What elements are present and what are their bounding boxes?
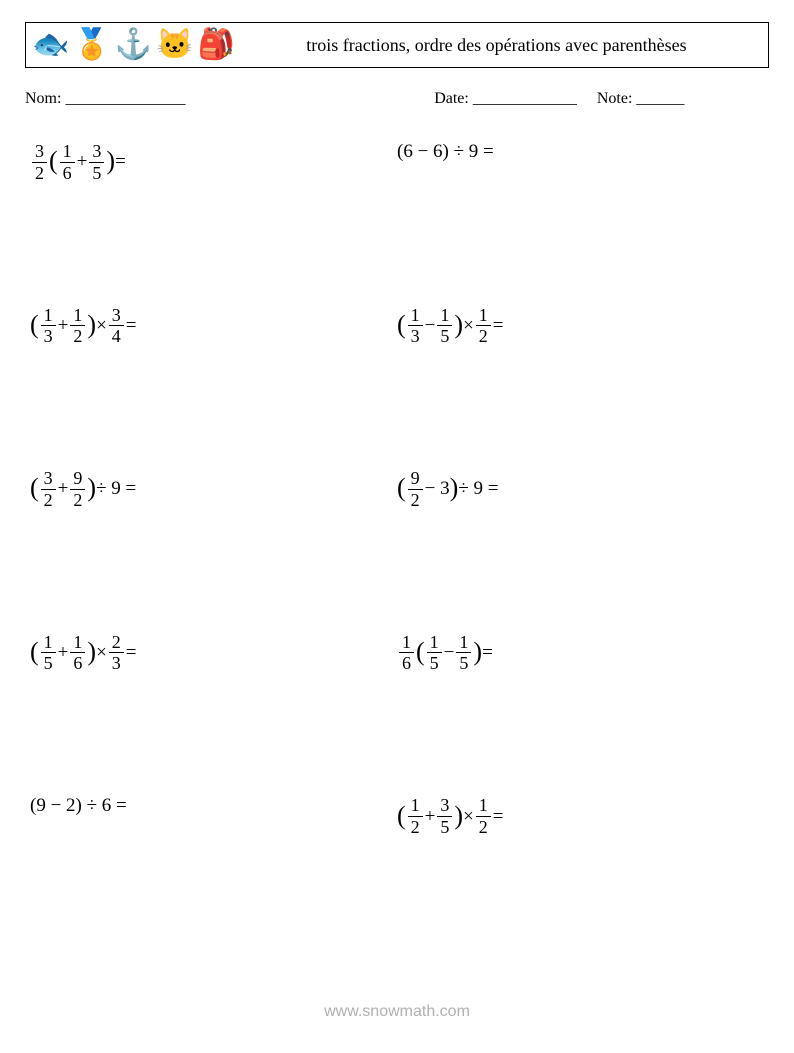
problem-cell: (92 − 3) ÷ 9 = <box>397 462 764 626</box>
problem-cell: (32 + 92) ÷ 9 = <box>30 462 397 626</box>
header-icons: 🐟 🏅 ⚓ 🐱 🎒 <box>26 30 235 60</box>
problem-cell: (15 + 16) × 23 = <box>30 626 397 790</box>
problem-cell: (13 + 12) × 34 = <box>30 299 397 463</box>
problem-cell: 16(15 − 15) = <box>397 626 764 790</box>
problem-10: (12 + 35) × 12 = <box>397 795 504 837</box>
anchor-icon: ⚓ <box>115 30 152 60</box>
problem-cell: (13 − 15) × 12 = <box>397 299 764 463</box>
date-field: Date: _____________ <box>434 90 577 107</box>
header-bar: 🐟 🏅 ⚓ 🐱 🎒 trois fractions, ordre des opé… <box>25 22 769 68</box>
problem-9: (9 − 2) ÷ 6 = <box>30 795 127 817</box>
name-field: Nom: _______________ <box>25 90 434 108</box>
problem-cell: (6 − 6) ÷ 9 = <box>397 135 764 299</box>
problem-cell: (9 − 2) ÷ 6 = <box>30 789 397 953</box>
problem-cell: (12 + 35) × 12 = <box>397 789 764 953</box>
problem-3: (13 + 12) × 34 = <box>30 305 137 347</box>
cat-icon: 🐱 <box>156 30 193 60</box>
problem-4: (13 − 15) × 12 = <box>397 305 504 347</box>
medal-icon: 🏅 <box>73 30 110 60</box>
worksheet-title: trois fractions, ordre des opérations av… <box>235 35 768 56</box>
problem-1: 32(16 + 35) = <box>30 141 126 183</box>
problem-2: (6 − 6) ÷ 9 = <box>397 141 494 163</box>
fish-icon: 🐟 <box>32 30 69 60</box>
problem-cell: 32(16 + 35) = <box>30 135 397 299</box>
note-field: Note: ______ <box>597 90 685 107</box>
problem-6: (92 − 3) ÷ 9 = <box>397 468 498 510</box>
problems-grid: 32(16 + 35) = (6 − 6) ÷ 9 = (13 + 12) × 34… <box>30 135 764 953</box>
footer-url: www.snowmath.com <box>0 1003 794 1021</box>
problem-7: (15 + 16) × 23 = <box>30 632 137 674</box>
problem-8: 16(15 − 15) = <box>397 632 493 674</box>
backpack-icon: 🎒 <box>197 30 234 60</box>
meta-row: Nom: _______________ Date: _____________… <box>25 90 769 108</box>
problem-5: (32 + 92) ÷ 9 = <box>30 468 136 510</box>
